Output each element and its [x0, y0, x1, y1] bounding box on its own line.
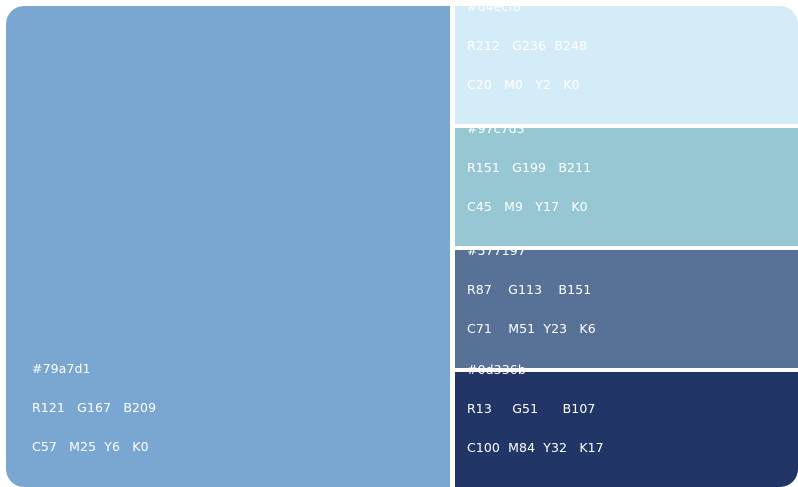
swatch-cmyk: C57 M25 Y6 K0	[32, 439, 149, 454]
swatch-info: #577197 R87 G113 B151 C71 M51 Y23 K6	[467, 218, 596, 361]
swatch-navy: #0d336b R13 G51 B107 C100 M84 Y32 K17	[455, 363, 798, 487]
swatch-cmyk: C20 M0 Y2 K0	[467, 77, 580, 92]
swatch-hex: #79a7d1	[32, 361, 91, 376]
swatch-teal-blue: #97c7d3 R151 G199 B211 C45 M9 Y17 K0	[455, 122, 798, 246]
swatch-hex: #97c7d3	[467, 121, 525, 136]
swatch-cmyk: C100 M84 Y32 K17	[467, 440, 604, 455]
swatch-info: #0d336b R13 G51 B107 C100 M84 Y32 K17	[467, 337, 604, 480]
swatch-cmyk: C45 M9 Y17 K0	[467, 199, 588, 214]
swatch-info: #d4ecf8 R212 G236 B248 C20 M0 Y2 K0	[467, 0, 587, 117]
swatch-rgb: R121 G167 B209	[32, 400, 157, 415]
swatch-primary: #79a7d1 R121 G167 B209 C57 M25 Y6 K0	[6, 6, 450, 487]
swatch-info: #79a7d1 R121 G167 B209 C57 M25 Y6 K0	[32, 336, 156, 479]
swatch-slate-blue: #577197 R87 G113 B151 C71 M51 Y23 K6	[455, 244, 798, 368]
swatch-rgb: R212 G236 B248	[467, 38, 588, 53]
swatch-rgb: R87 G113 B151	[467, 282, 592, 297]
swatch-hex: #577197	[467, 243, 526, 258]
swatch-hex: #d4ecf8	[467, 0, 521, 14]
swatch-light-blue: #d4ecf8 R212 G236 B248 C20 M0 Y2 K0	[455, 0, 798, 124]
swatch-rgb: R151 G199 B211	[467, 160, 592, 175]
swatch-rgb: R13 G51 B107	[467, 401, 596, 416]
swatch-hex: #0d336b	[467, 362, 526, 377]
swatch-info: #97c7d3 R151 G199 B211 C45 M9 Y17 K0	[467, 96, 591, 239]
swatch-cmyk: C71 M51 Y23 K6	[467, 321, 596, 336]
